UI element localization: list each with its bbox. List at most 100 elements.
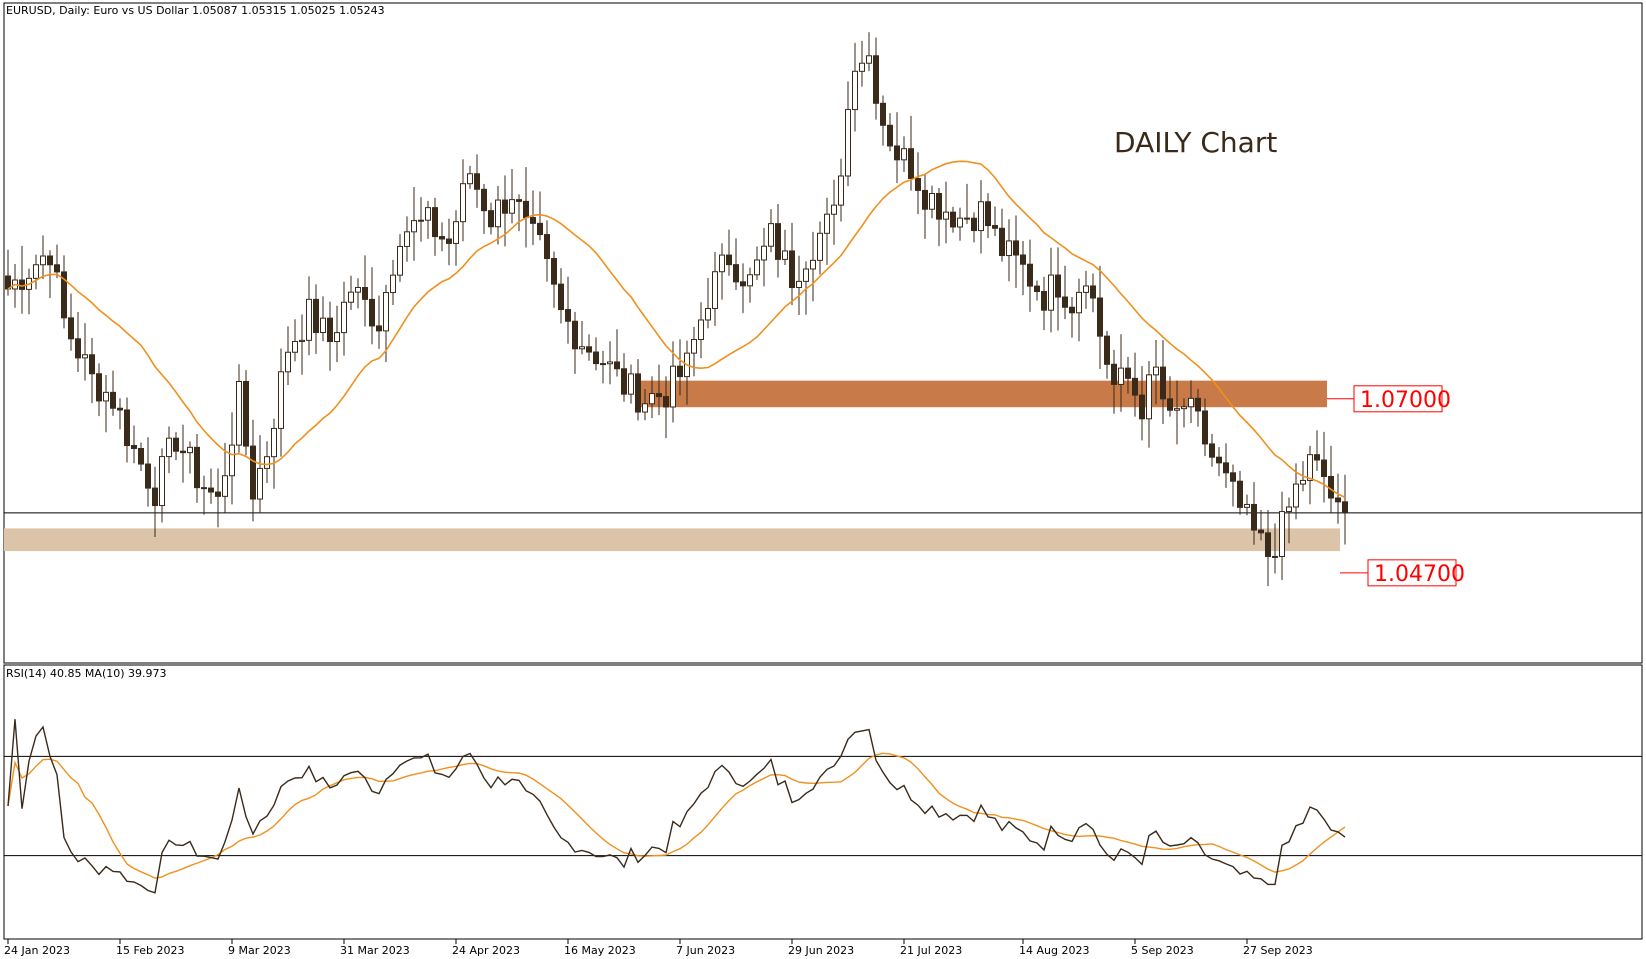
candle-body (1013, 240, 1019, 256)
candle-body (936, 193, 942, 220)
x-tick-label: 7 Jun 2023 (676, 944, 735, 957)
candle-body (222, 475, 228, 497)
x-tick-label: 29 Jun 2023 (788, 944, 854, 957)
candle-body (663, 396, 669, 408)
candle-body (1132, 377, 1138, 396)
candle-body (327, 317, 333, 343)
candle-body (446, 238, 452, 244)
candle-body (1307, 454, 1313, 481)
candle-body (166, 437, 172, 458)
candle-body (929, 193, 935, 210)
candle-body (460, 183, 466, 223)
candle-body (866, 55, 872, 64)
candle-body (40, 255, 46, 266)
candle-body (985, 201, 991, 227)
level-label-box (1353, 385, 1443, 413)
candle-body (495, 199, 501, 228)
level-zone (4, 528, 1340, 552)
candle-body (299, 339, 305, 343)
candle-body (75, 338, 81, 359)
candle-body (96, 373, 102, 402)
candle-body (33, 264, 39, 279)
candle-body (957, 217, 963, 228)
candle-body (740, 281, 746, 287)
candle-body (565, 309, 571, 322)
candle-body (180, 450, 186, 454)
candle-body (1076, 291, 1082, 314)
candle-body (243, 380, 249, 447)
rsi-label: RSI(14) 40.85 MA(10) 39.973 (6, 667, 167, 680)
candle-body (1265, 532, 1271, 557)
x-axis: 24 Jan 2023 15 Feb 2023 9 Mar 2023 31 Mar 2… (4, 939, 1313, 957)
candle-body (1244, 503, 1250, 508)
x-tick-label: 16 May 2023 (564, 944, 636, 957)
candle-body (754, 259, 760, 276)
candle-body (656, 393, 662, 398)
candle-body (425, 207, 431, 221)
candle-body (1223, 462, 1229, 474)
candle-body (1286, 506, 1292, 513)
candle-body (593, 351, 599, 365)
candle-body (1055, 274, 1061, 298)
candle-body (747, 274, 753, 287)
candle-body (803, 268, 809, 282)
candle-body (1020, 254, 1026, 265)
candle-body (1195, 397, 1201, 412)
candle-body (1097, 297, 1103, 337)
candle-body (264, 456, 270, 469)
candle-body (124, 409, 130, 447)
candle-body (208, 487, 214, 493)
rsi-level-lines (4, 755, 1642, 857)
candle-body (467, 173, 473, 185)
candle-body (411, 220, 417, 233)
candle-body (320, 317, 326, 334)
candle-body (705, 307, 711, 321)
price-panel (3, 2, 1643, 664)
candle-body (488, 210, 494, 228)
candle-body (992, 225, 998, 229)
candle-body (159, 456, 165, 507)
candle-body (635, 373, 641, 413)
candle-body (509, 199, 515, 214)
candle-body (187, 446, 193, 454)
candle-body (1006, 240, 1012, 257)
candle-body (810, 259, 816, 270)
candle-body (250, 445, 256, 500)
candle-body (1160, 366, 1166, 400)
candle-body (768, 223, 774, 247)
candle-body (1279, 511, 1285, 557)
candle-body (719, 254, 725, 273)
rsi-ma-line (7, 752, 1346, 879)
x-tick-label: 27 Sep 2023 (1243, 944, 1313, 957)
candle-body (1202, 410, 1208, 445)
candle-body (712, 271, 718, 309)
x-tick-label: 14 Aug 2023 (1019, 944, 1089, 957)
candle-body (838, 175, 844, 206)
candle-body (551, 258, 557, 285)
candle-body (432, 207, 438, 238)
candle-body (418, 219, 424, 222)
candle-body (341, 301, 347, 334)
candle-body (761, 245, 767, 261)
candle-body (516, 199, 522, 202)
candle-body (313, 298, 319, 334)
candle-body (1062, 296, 1068, 308)
candle-body (789, 250, 795, 288)
symbol-header: EURUSD, Daily: Euro vs US Dollar 1.05087… (6, 4, 385, 17)
candle-body (775, 223, 781, 260)
candle-body (1027, 263, 1033, 287)
candle-body (1118, 367, 1124, 385)
candle-body (292, 341, 298, 353)
candle-body (971, 217, 977, 232)
candle-body (579, 346, 585, 350)
x-tick-label: 5 Sep 2023 (1131, 944, 1194, 957)
candle-body (1139, 394, 1145, 420)
candle-body (306, 298, 312, 341)
candle-body (1293, 483, 1299, 508)
candle-body (19, 279, 25, 290)
candle-body (607, 361, 613, 365)
candle-body (117, 407, 123, 411)
candle-body (859, 62, 865, 72)
candle-body (1230, 472, 1236, 482)
candle-body (600, 363, 606, 366)
